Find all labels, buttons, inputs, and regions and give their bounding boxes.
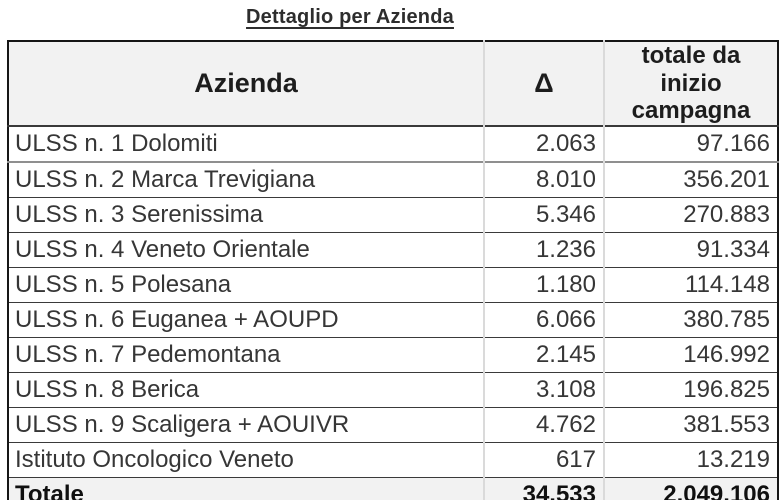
table-row: ULSS n. 1 Dolomiti 2.063 97.166 <box>8 125 778 162</box>
header-cell-totale-campagna: totale da inizio campagna <box>603 41 778 126</box>
cell-totale-campagna: 2.049.106 <box>603 477 778 500</box>
cell-totale: 91.334 <box>603 232 778 268</box>
cell-azienda: ULSS n. 7 Pedemontana <box>15 340 281 368</box>
cell-totale-label: Totale <box>15 480 84 500</box>
cell-delta: 1.236 <box>483 232 604 268</box>
cell-delta: 617 <box>483 442 604 478</box>
header-row: Azienda Δ totale da inizio campagna <box>8 41 778 126</box>
cell-delta: 5.346 <box>483 197 604 233</box>
table-body: ULSS n. 1 Dolomiti 2.063 97.166 ULSS n. … <box>8 125 778 500</box>
table-row: ULSS n. 3 Serenissima 5.346 270.883 <box>8 197 778 233</box>
header-cell-delta: Δ <box>483 41 604 126</box>
cell-delta: 3.108 <box>483 372 604 408</box>
cell-delta: 6.066 <box>483 302 604 338</box>
cell-azienda: ULSS n. 6 Euganea + AOUPD <box>15 305 339 333</box>
cell-totale: 270.883 <box>603 197 778 233</box>
cell-totale: 97.166 <box>603 125 778 162</box>
cell-azienda: ULSS n. 8 Berica <box>15 375 200 403</box>
table-row: ULSS n. 4 Veneto Orientale 1.236 91.334 <box>8 232 778 268</box>
cell-totale-delta: 34.533 <box>483 477 604 500</box>
cell-azienda: ULSS n. 9 Scaligera + AOUIVR <box>15 410 350 438</box>
table-row: Istituto Oncologico Veneto 617 13.219 <box>8 442 778 478</box>
cell-azienda: ULSS n. 1 Dolomiti <box>15 129 218 157</box>
cell-delta: 4.762 <box>483 407 604 443</box>
table-row: ULSS n. 6 Euganea + AOUPD 6.066 380.785 <box>8 302 778 338</box>
cell-delta: 1.180 <box>483 267 604 303</box>
table-row: ULSS n. 5 Polesana 1.180 114.148 <box>8 267 778 303</box>
table-header: Azienda Δ totale da inizio campagna <box>8 41 778 126</box>
page-title: Dettaglio per Azienda <box>246 6 454 28</box>
table-row: ULSS n. 2 Marca Trevigiana 8.010 356.201 <box>8 161 778 198</box>
cell-delta: 8.010 <box>483 161 604 198</box>
cell-azienda: ULSS n. 2 Marca Trevigiana <box>15 165 316 193</box>
cell-totale: 13.219 <box>603 442 778 478</box>
cell-azienda: ULSS n. 3 Serenissima <box>15 200 264 228</box>
cell-totale: 146.992 <box>603 337 778 373</box>
cell-azienda: ULSS n. 4 Veneto Orientale <box>15 235 310 263</box>
cell-totale: 114.148 <box>603 267 778 303</box>
cell-totale: 381.553 <box>603 407 778 443</box>
table-row: ULSS n. 7 Pedemontana 2.145 146.992 <box>8 337 778 373</box>
header-cell-azienda: Azienda <box>8 41 484 126</box>
cell-totale: 380.785 <box>603 302 778 338</box>
table-row: ULSS n. 8 Berica 3.108 196.825 <box>8 372 778 408</box>
cell-totale: 196.825 <box>603 372 778 408</box>
dettaglio-azienda-table: Azienda Δ totale da inizio campagna ULSS… <box>7 40 779 500</box>
total-row: Totale 34.533 2.049.106 <box>8 477 778 500</box>
cell-azienda: Istituto Oncologico Veneto <box>15 445 294 473</box>
cell-delta: 2.063 <box>483 125 604 162</box>
table-row: ULSS n. 9 Scaligera + AOUIVR 4.762 381.5… <box>8 407 778 443</box>
cell-totale: 356.201 <box>603 161 778 198</box>
cell-azienda: ULSS n. 5 Polesana <box>15 270 232 298</box>
cell-delta: 2.145 <box>483 337 604 373</box>
